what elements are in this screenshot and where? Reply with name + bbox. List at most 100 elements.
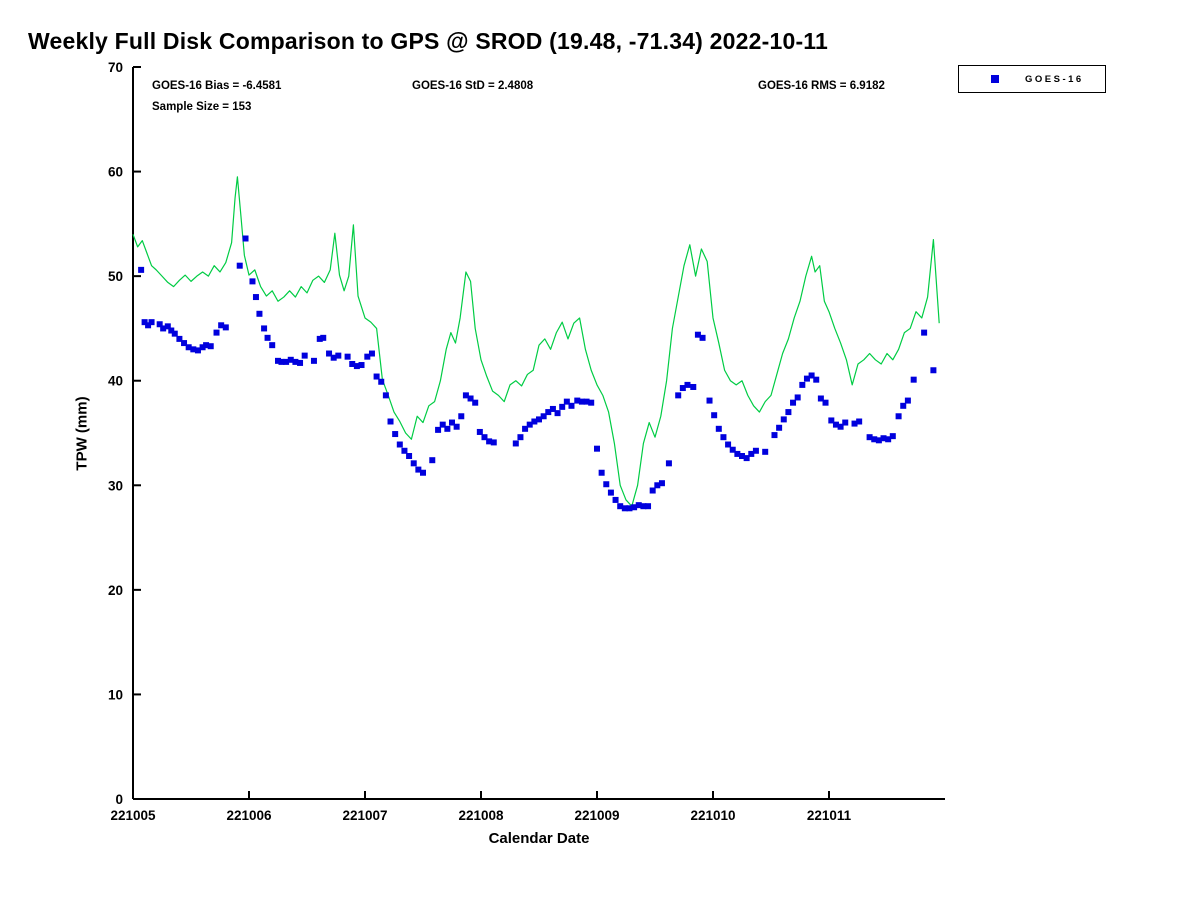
goes-16-marker (213, 329, 220, 336)
goes-16-marker (476, 428, 483, 435)
goes-16-marker (349, 360, 356, 367)
goes-16-marker (344, 353, 351, 360)
y-tick-label: 0 (115, 792, 123, 807)
goes-16-marker (249, 278, 256, 285)
goes-16-marker (574, 397, 581, 404)
y-tick-label: 20 (108, 583, 123, 598)
goes-16-marker (578, 398, 585, 405)
x-tick-label: 221005 (110, 808, 156, 823)
goes-16-marker (145, 322, 152, 329)
goes-16-marker (335, 352, 342, 359)
goes-16-marker (364, 353, 371, 360)
goes-16-marker (310, 357, 317, 364)
goes-16-marker (690, 383, 697, 390)
goes-16-marker (808, 372, 815, 379)
goes-16-marker (490, 439, 497, 446)
goes-16-marker (612, 496, 619, 503)
goes-16-marker (472, 399, 479, 406)
goes-16-marker (813, 376, 820, 383)
goes-16-marker (292, 358, 299, 365)
y-tick-label: 70 (108, 60, 123, 75)
goes-16-marker (396, 441, 403, 448)
chart-title: Weekly Full Disk Comparison to GPS @ SRO… (28, 28, 829, 54)
goes-16-marker (866, 434, 873, 441)
goes-16-marker (156, 321, 163, 328)
goes-16-marker (665, 460, 672, 467)
goes-16-marker (785, 409, 792, 416)
goes-16-marker (185, 344, 192, 351)
y-tick-label: 60 (108, 165, 123, 180)
goes-16-marker (743, 455, 750, 462)
goes-16-marker (522, 425, 529, 432)
goes-16-marker (218, 322, 225, 329)
goes-16-marker (540, 413, 547, 420)
x-tick-label: 221006 (226, 808, 272, 823)
goes-16-marker (621, 505, 628, 512)
goes-16-marker (799, 381, 806, 388)
goes-16-marker (817, 395, 824, 402)
goes-16-marker (368, 350, 375, 357)
goes-16-marker (378, 378, 385, 385)
goes-16-marker (842, 419, 849, 426)
goes-16-marker (330, 354, 337, 361)
legend-label: GOES-16 (1025, 73, 1084, 85)
goes-16-marker (401, 447, 408, 454)
goes-16-marker (531, 418, 538, 425)
goes-16-marker (264, 334, 271, 341)
goes-16-marker (588, 399, 595, 406)
goes-16-marker (895, 413, 902, 420)
goes-16-marker (181, 340, 188, 347)
goes-16-marker (320, 334, 327, 341)
goes-16-marker (481, 434, 488, 441)
goes-16-marker (654, 482, 661, 489)
goes-16-marker (316, 335, 323, 342)
goes-16-marker (568, 402, 575, 409)
goes-16-marker (199, 344, 206, 351)
goes-16-marker (594, 445, 600, 452)
goes-16-marker (420, 469, 426, 476)
goes-16-marker (207, 343, 214, 350)
goes-16-marker (141, 319, 148, 326)
goes-16-marker (242, 235, 249, 242)
goes-16-marker (720, 434, 727, 441)
goes-16-marker (851, 420, 858, 427)
goes-16-marker (415, 466, 422, 473)
goes-16-marker (559, 403, 566, 410)
goes-16-marker (803, 375, 810, 382)
x-tick-label: 221011 (807, 808, 852, 823)
goes-16-marker (301, 352, 308, 359)
goes-16-marker (462, 392, 469, 399)
goes-16-marker (684, 381, 691, 388)
goes-16-marker (607, 489, 614, 496)
goes-16-marker (635, 502, 642, 509)
goes-16-marker (545, 409, 552, 416)
goes-16-marker (729, 446, 736, 453)
goes-16-marker (236, 262, 243, 269)
goes-16-marker (790, 399, 797, 406)
goes-16-marker (261, 325, 268, 332)
x-tick-label: 221010 (690, 808, 735, 823)
goes-16-marker (269, 342, 276, 349)
goes-16-marker (904, 397, 911, 404)
goes-16-marker (603, 481, 610, 488)
goes-16-marker (410, 460, 417, 467)
goes-16-marker (176, 335, 183, 342)
goes-16-marker (453, 423, 460, 430)
goes-16-marker (780, 416, 787, 423)
goes-16-marker (138, 266, 145, 273)
x-tick-label: 221008 (458, 808, 504, 823)
goes-16-marker (679, 385, 686, 392)
goes-16-marker (467, 395, 474, 402)
goes-16-marker (387, 418, 394, 425)
goes-16-marker (458, 413, 465, 420)
goes-16-marker (645, 503, 652, 510)
goes-16-marker (880, 435, 887, 442)
goes-16-marker (725, 441, 732, 448)
goes-16-marker (885, 436, 892, 443)
goes-16-marker (822, 399, 829, 406)
y-tick-label: 30 (108, 478, 123, 493)
goes-16-marker (675, 392, 682, 399)
goes-16-marker (435, 426, 442, 433)
